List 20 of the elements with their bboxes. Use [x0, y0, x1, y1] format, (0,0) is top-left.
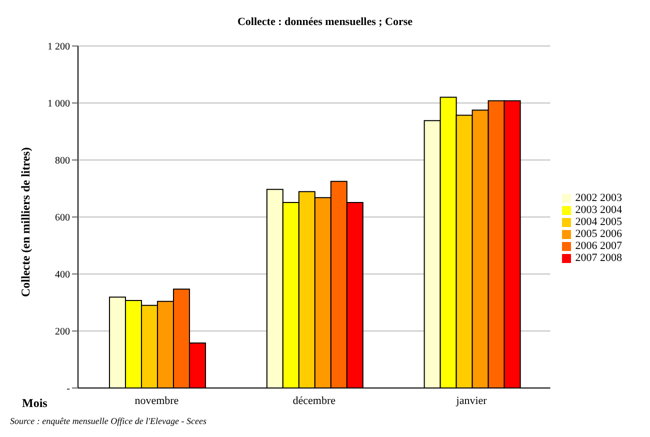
source-note: Source : enquête mensuelle Office de l'Elevage - Scees	[10, 416, 207, 426]
y-tick-label: 600	[55, 212, 70, 224]
legend-label: 2004 2005	[575, 216, 622, 228]
y-tick-label: -	[66, 384, 70, 395]
y-tick-label: 800	[55, 156, 70, 167]
y-tick-label: 1 000	[48, 98, 70, 110]
y-tick-label: 1 200	[48, 42, 70, 53]
y-tick-label: 400	[55, 270, 70, 281]
legend-label: 2006 2007	[575, 240, 622, 252]
legend-label: 2005 2006	[575, 228, 622, 240]
legend-label: 2007 2008	[575, 252, 622, 264]
x-axis-title: Mois	[22, 396, 48, 411]
x-tick-label: janvier	[455, 394, 488, 407]
chart-title: Collecte : données mensuelles ; Corse	[236, 16, 414, 28]
y-axis-title: Collecte (en milliers de litres)	[18, 147, 32, 297]
y-tick-label: 200	[55, 326, 70, 338]
x-tick-label: novembre	[134, 394, 179, 407]
x-tick-label: décembre	[292, 394, 336, 407]
legend-label: 2002 2003	[575, 192, 622, 204]
legend-label: 2003 2004	[575, 204, 622, 216]
